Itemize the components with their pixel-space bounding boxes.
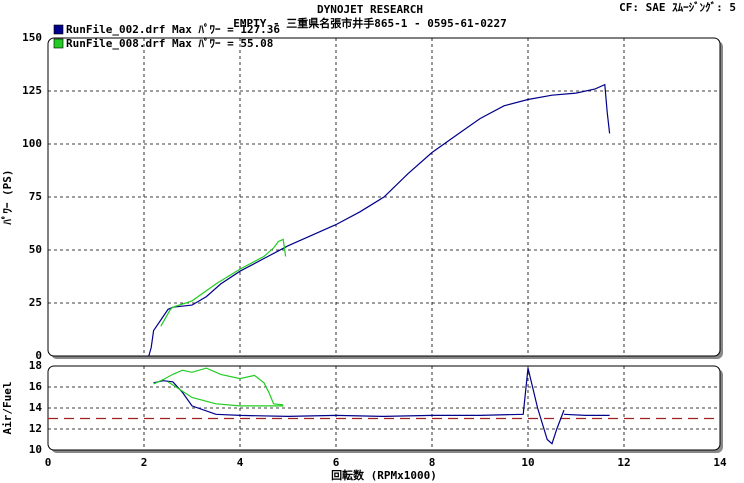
y-axis-label: ﾊﾟﾜｰ (PS) [0,169,14,225]
legend-label: RunFile_008.drf Max ﾊﾟﾜｰ = 55.08 [66,36,273,50]
data-line [153,367,284,407]
x-axis-label: 回転数 (RPMx1000) [331,468,437,482]
y-tick-label: 150 [22,31,42,44]
legend-swatch [53,38,64,49]
y-tick-label: 25 [29,296,42,309]
y-tick-label: 18 [29,359,42,372]
chart-title: DYNOJET RESEARCH [317,3,423,16]
y-tick-label: 0 [35,349,42,362]
x-tick-label: 4 [237,456,244,469]
data-line [148,83,611,357]
legend-label: RunFile_002.drf Max ﾊﾟﾜｰ = 127.36 [66,22,280,36]
y-tick-label: 75 [29,190,42,203]
settings: CF: SAE ｽﾑｰｼﾞﾝｸﾞ: 5 [619,0,736,14]
y-tick-label: 10 [29,443,42,456]
y-tick-label: 125 [22,84,42,97]
y-tick-label: 14 [29,401,43,414]
legend-swatch [53,24,64,35]
y-axis-label: Air/Fuel [1,382,14,435]
x-tick-label: 2 [141,456,148,469]
x-tick-label: 8 [429,456,436,469]
x-tick-label: 14 [713,456,727,469]
x-tick-label: 0 [45,456,52,469]
y-tick-label: 16 [29,380,43,393]
data-line [160,238,287,327]
x-tick-label: 12 [617,456,630,469]
subtitle: EMPTY - 三重県名張市井手865-1 - 0595-61-0227 [233,16,506,30]
data-line [153,367,610,445]
x-tick-label: 6 [333,456,340,469]
y-tick-label: 100 [22,137,42,150]
y-tick-label: 12 [29,422,42,435]
x-tick-label: 10 [521,456,534,469]
y-tick-label: 50 [29,243,42,256]
